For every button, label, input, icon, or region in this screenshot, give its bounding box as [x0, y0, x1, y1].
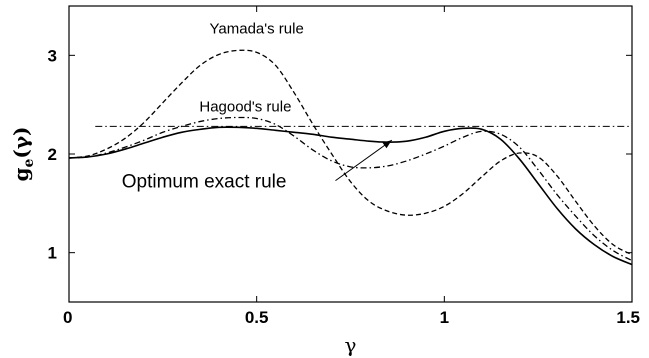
y-axis-label: ge(γ): [9, 126, 37, 181]
y-axis-label-argument: (γ): [9, 126, 33, 158]
series-layer: [68, 49, 633, 266]
y-axis-label-main: g: [9, 168, 33, 182]
y-tick-label: 1: [48, 244, 57, 263]
annotation-hagood-s-rule: Hagood's rule: [199, 99, 291, 116]
series-line-optimum-exact-rule: [68, 126, 633, 266]
x-tick-label: 1.5: [616, 308, 640, 327]
annotation-arrow-shaft: [335, 139, 393, 182]
series-line-hagood-s-rule: [68, 116, 633, 262]
annotation-optimum-exact-rule: Optimum exact rule: [122, 172, 287, 193]
x-tick-label: 1: [440, 308, 449, 327]
plot-frame: [68, 5, 633, 303]
annotation-arrow-head: [382, 140, 392, 149]
series-line-yamada-s-rule: [68, 49, 633, 256]
annotation-yamada-s-rule: Yamada's rule: [210, 21, 304, 38]
y-axis-label-subscript: e: [21, 159, 37, 168]
y-tick-label: 3: [48, 46, 57, 65]
tick-layer: 0 0.5 1 1.5 1 2 3: [48, 6, 640, 327]
x-tick-label: 0.5: [245, 308, 269, 327]
y-tick-label: 2: [48, 145, 57, 164]
annotation-layer: Yamada's rule Hagood's rule Optimum exact …: [122, 21, 393, 193]
x-axis-label: γ: [345, 333, 357, 357]
x-tick-label: 0: [63, 308, 72, 327]
